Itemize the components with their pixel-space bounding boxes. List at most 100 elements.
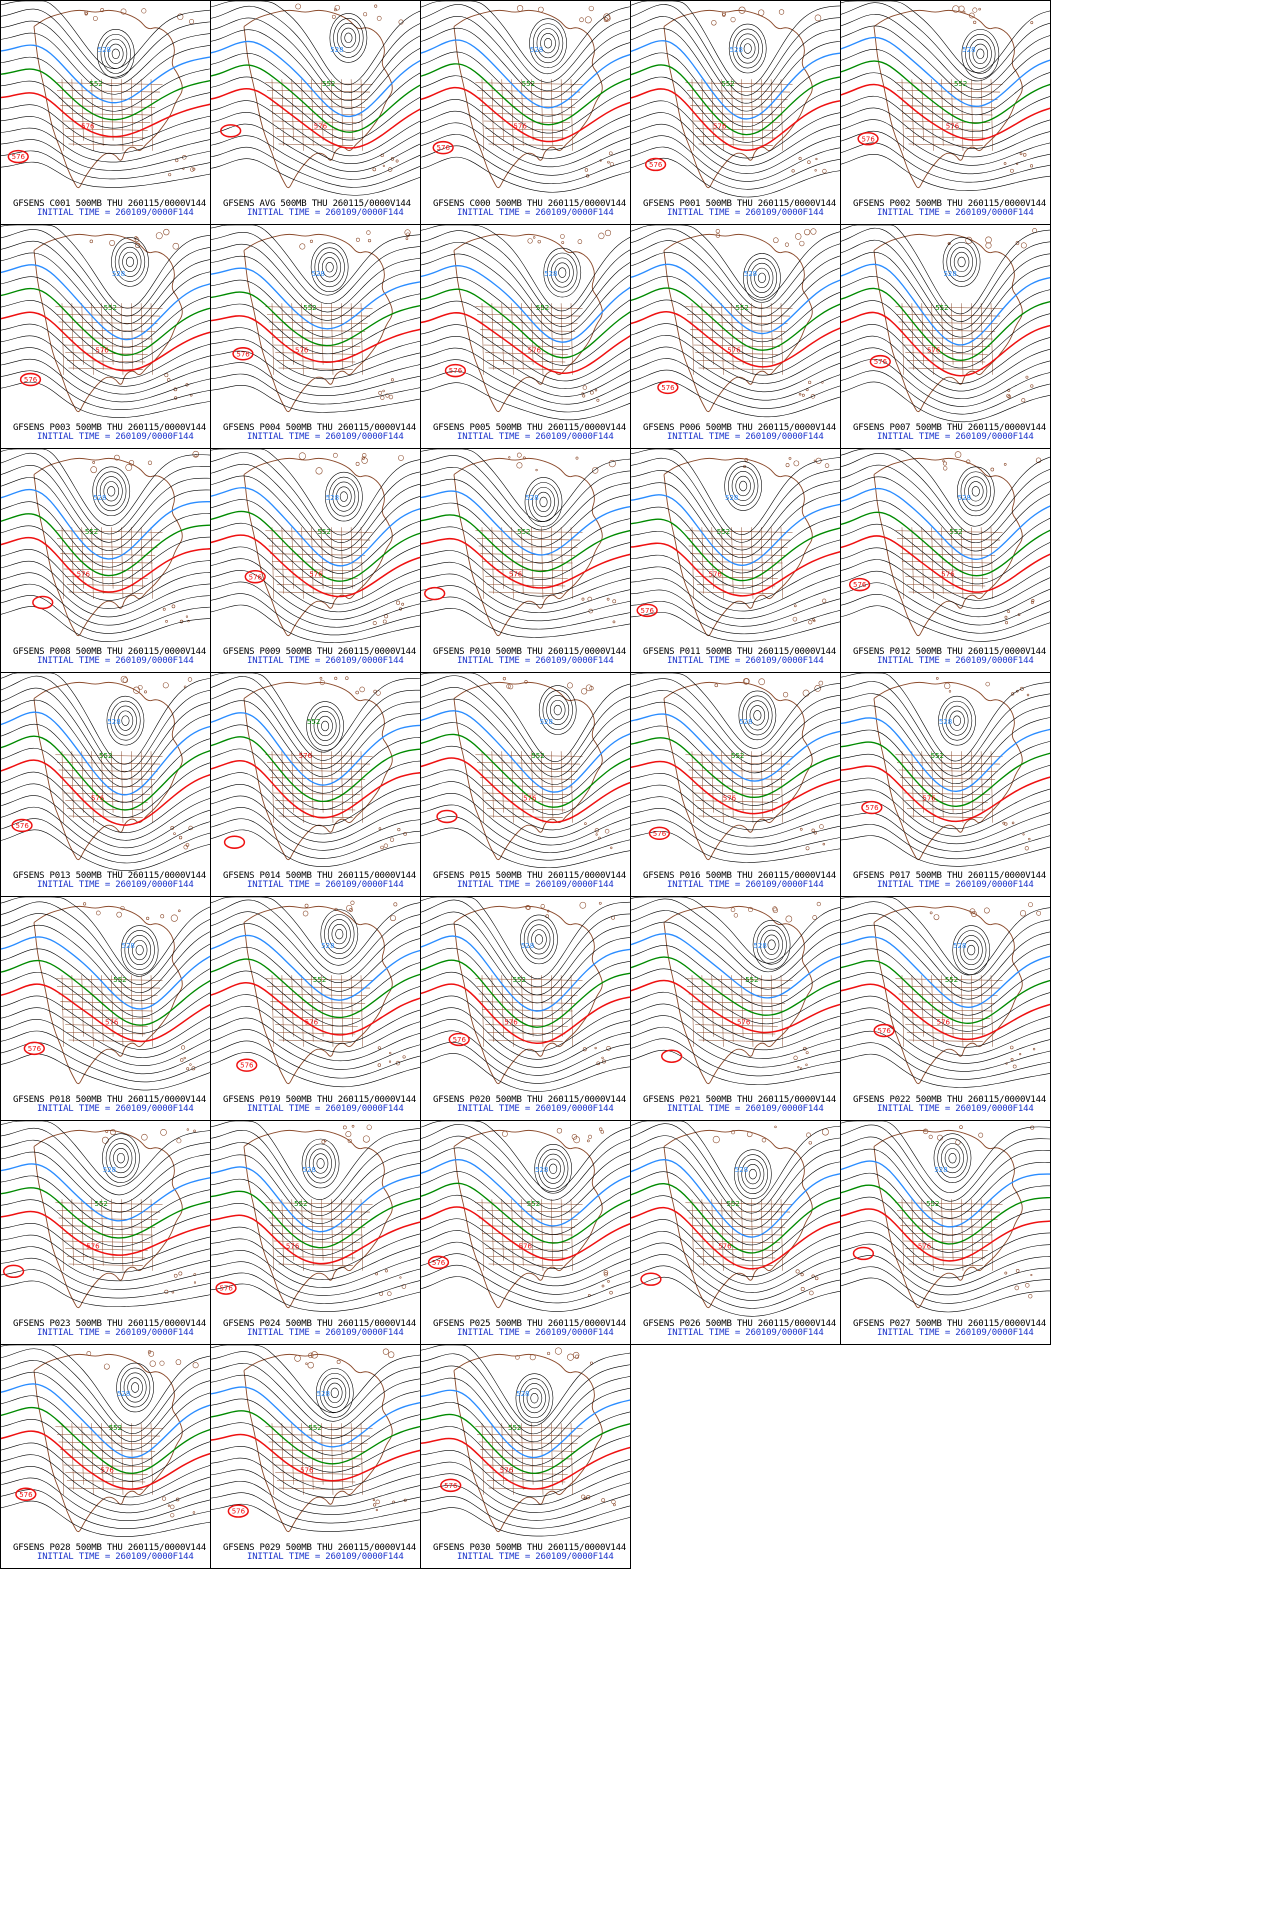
state-borders xyxy=(685,1199,793,1271)
panel-init-time: INITIAL TIME = 260109/0000F144 xyxy=(247,1104,404,1114)
contour-label: 576 xyxy=(444,1481,458,1490)
height-contour-map: 528 552 576 576 xyxy=(1,673,210,871)
contour-label: 576 xyxy=(519,1242,533,1251)
state-borders xyxy=(55,1423,163,1495)
height-contours xyxy=(841,673,1050,867)
contour-label: 528 xyxy=(317,1389,331,1398)
height-contours xyxy=(841,1,1050,191)
contour-label: 528 xyxy=(521,941,535,950)
panel-title: GFSENS P023 500MB THU 260115/0000V144 xyxy=(13,1319,207,1329)
height-contours xyxy=(211,897,420,1088)
panel-init-time: INITIAL TIME = 260109/0000F144 xyxy=(877,1328,1034,1338)
coastline xyxy=(663,457,813,637)
ensemble-panel: 528 552 576 576 GFSENS P019 500MB THU 260115… xyxy=(210,896,421,1121)
panel-title: GFSENS P027 500MB THU 260115/0000V144 xyxy=(853,1319,1047,1329)
height-contour-map: 528 552 576 xyxy=(421,673,630,869)
contour-label: 552 xyxy=(313,975,326,984)
contour-label: 552 xyxy=(954,79,967,88)
coastline xyxy=(453,1353,603,1533)
contour-label: 576 xyxy=(286,1242,300,1251)
contour-label: 576 xyxy=(24,375,38,384)
panel-init-time: INITIAL TIME = 260109/0000F144 xyxy=(877,880,1034,890)
height-contour-map: 528 552 576 xyxy=(631,897,840,1085)
contour-label: 576 xyxy=(937,1018,951,1027)
ensemble-panel: 528 552 576 576 GFSENS P002 500MB THU 260115… xyxy=(840,0,1051,225)
state-borders xyxy=(55,79,163,151)
contour-label: 528 xyxy=(122,941,136,950)
contour-label: 576 xyxy=(528,346,542,355)
contour-label: 552 xyxy=(513,975,526,984)
contour-label: 552 xyxy=(99,751,112,760)
panel-title: GFSENS P019 500MB THU 260115/0000V144 xyxy=(223,1095,417,1105)
ensemble-panel: 528 552 576 576 GFSENS P028 500MB THU 260115… xyxy=(0,1344,211,1569)
contour-label: 528 xyxy=(93,493,107,502)
state-borders xyxy=(265,1423,373,1495)
panel-title: GFSENS P003 500MB THU 260115/0000V144 xyxy=(13,423,207,433)
panel-init-time: INITIAL TIME = 260109/0000F144 xyxy=(37,208,194,218)
height-contour-map: 528 552 576 576 xyxy=(421,1,630,193)
coastline xyxy=(243,1129,393,1309)
panel-title: GFSENS P008 500MB THU 260115/0000V144 xyxy=(13,647,207,657)
ensemble-panel: 528 552 576 576 GFSENS P018 500MB THU 260115… xyxy=(0,896,211,1121)
height-contours xyxy=(211,673,420,867)
contour-label: 528 xyxy=(943,269,957,278)
ensemble-panel: 528 552 576 576 GFSENS P016 500MB THU 260115… xyxy=(630,672,841,897)
panel-title: GFSENS P026 500MB THU 260115/0000V144 xyxy=(643,1319,837,1329)
contour-label: 576 xyxy=(865,803,879,812)
height-contours xyxy=(631,225,840,418)
contour-label: 576 xyxy=(513,122,527,131)
contour-label: 528 xyxy=(326,493,340,502)
height-contours xyxy=(631,673,840,863)
contour-label: 528 xyxy=(544,269,558,278)
contour-label: 528 xyxy=(939,717,953,726)
height-contours xyxy=(1,1121,210,1307)
contour-label: 552 xyxy=(113,975,126,984)
coastline xyxy=(453,233,603,413)
height-contour-map: 528 552 576 576 xyxy=(631,673,840,863)
panel-title: GFSENS P013 500MB THU 260115/0000V144 xyxy=(13,871,207,881)
contour-label: 576 xyxy=(28,1044,42,1053)
height-contours xyxy=(631,1,840,198)
panel-title: GFSENS P005 500MB THU 260115/0000V144 xyxy=(433,423,627,433)
contour-label: 552 xyxy=(508,1423,521,1432)
coastline xyxy=(33,1129,183,1309)
contour-label: 576 xyxy=(437,143,451,152)
height-contours xyxy=(1,897,210,1091)
ensemble-panel: 528 552 576 576 GFSENS C000 500MB THU 260115… xyxy=(420,0,631,225)
ensemble-panel: 528 552 576 576 GFSENS P007 500MB THU 260115… xyxy=(840,224,1051,449)
height-contours xyxy=(1,449,210,642)
panel-init-time: INITIAL TIME = 260109/0000F144 xyxy=(457,1104,614,1114)
panel-title: GFSENS P028 500MB THU 260115/0000V144 xyxy=(13,1543,207,1553)
ensemble-panel: 528 552 576 576 GFSENS P017 500MB THU 260115… xyxy=(840,672,1051,897)
contour-label: 576 xyxy=(232,1507,246,1516)
height-contours xyxy=(421,1345,630,1537)
contour-label: 576 xyxy=(523,794,537,803)
ensemble-panel: 528 552 576 GFSENS AVG 500MB THU 260115/000… xyxy=(210,0,421,225)
panel-title: GFSENS P011 500MB THU 260115/0000V144 xyxy=(643,647,837,657)
ensemble-panel: 528 552 576 GFSENS P015 500MB THU 260115/00… xyxy=(420,672,631,897)
contour-label: 576 xyxy=(309,570,323,579)
contour-label: 528 xyxy=(103,1165,117,1174)
panel-init-time: INITIAL TIME = 260109/0000F144 xyxy=(247,1328,404,1338)
height-contour-map: 528 552 576 576 xyxy=(421,1121,630,1312)
coastline xyxy=(33,1353,183,1533)
contour-label: 552 xyxy=(109,1423,122,1432)
contour-label: 576 xyxy=(737,1018,751,1027)
contour-label: 576 xyxy=(878,1026,892,1035)
height-contour-map: 528 552 576 576 xyxy=(421,1345,630,1537)
panel-init-time: INITIAL TIME = 260109/0000F144 xyxy=(247,880,404,890)
height-contour-map: 528 552 576 576 xyxy=(1,225,210,418)
coastline xyxy=(873,681,1023,861)
height-contour-map: 528 552 576 576 xyxy=(211,1345,420,1533)
panel-title: GFSENS P007 500MB THU 260115/0000V144 xyxy=(853,423,1047,433)
contour-label: 528 xyxy=(730,45,744,54)
contour-label: 576 xyxy=(727,346,741,355)
contour-label: 576 xyxy=(941,570,955,579)
contour-label: 576 xyxy=(91,794,105,803)
contour-label: 576 xyxy=(300,1466,314,1475)
panel-init-time: INITIAL TIME = 260109/0000F144 xyxy=(667,432,824,442)
height-contour-map: 528 552 576 576 xyxy=(1,897,210,1091)
ensemble-panel: 528 552 576 576 GFSENS P020 500MB THU 260115… xyxy=(420,896,631,1121)
height-contour-map: 528 552 576 576 xyxy=(211,225,420,413)
height-contours xyxy=(841,897,1050,1088)
